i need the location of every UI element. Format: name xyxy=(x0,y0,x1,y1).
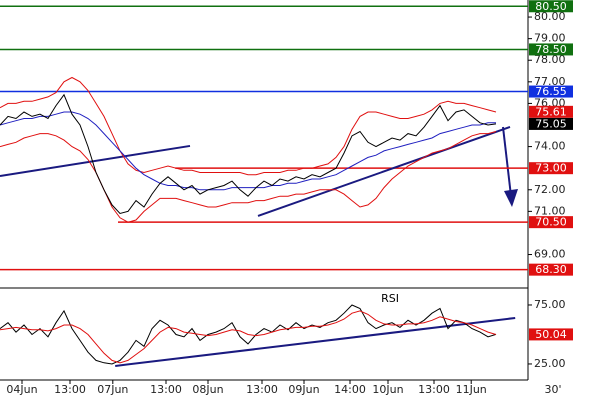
y-tick-label: 74.00 xyxy=(534,140,566,153)
marker-label: 75.61 xyxy=(535,105,567,118)
y-tick-label: 69.00 xyxy=(534,248,566,261)
series-line xyxy=(0,131,497,223)
level-box xyxy=(529,85,573,98)
y-tick-label: 78.00 xyxy=(534,53,566,66)
level-label: 78.50 xyxy=(535,43,567,56)
x-unit-label: 30' xyxy=(544,383,561,396)
trend-line xyxy=(115,316,516,367)
trend-line xyxy=(0,144,191,177)
marker-box xyxy=(529,105,573,118)
y-tick-label: 72.00 xyxy=(534,183,566,196)
marker-label: 75.05 xyxy=(535,117,567,130)
y-tick-label: 71.00 xyxy=(534,204,566,217)
level-box xyxy=(529,216,573,229)
level-box xyxy=(529,263,573,276)
level-box xyxy=(529,162,573,175)
arrow-head xyxy=(504,189,518,207)
x-tick-label: 13:00 xyxy=(54,383,86,396)
level-box xyxy=(529,43,573,56)
level-label: 73.00 xyxy=(535,162,567,175)
marker-box xyxy=(529,117,573,130)
y-tick-label: 77.00 xyxy=(534,75,566,88)
x-tick-label: 07Jun xyxy=(97,383,128,396)
x-tick-label: 13:00 xyxy=(150,383,182,396)
x-tick-label: 11Jun xyxy=(456,383,487,396)
forecast-arrow xyxy=(502,126,518,207)
marker-label: 50.04 xyxy=(535,328,567,341)
y-tick-label: 80.00 xyxy=(534,10,566,23)
x-tick-label: 10Jun xyxy=(372,383,403,396)
x-tick-label: 04Jun xyxy=(6,383,37,396)
arrow-shaft xyxy=(502,126,512,197)
level-label: 68.30 xyxy=(535,263,567,276)
x-tick-label: 13:00 xyxy=(418,383,450,396)
series-line xyxy=(0,310,497,364)
x-tick-label: 09Jun xyxy=(288,383,319,396)
level-label: 70.50 xyxy=(535,216,567,229)
level-box xyxy=(529,0,573,13)
y-tick-label: 25.00 xyxy=(534,357,566,370)
level-label: 80.50 xyxy=(535,0,567,13)
series-line xyxy=(0,93,497,215)
trend-line xyxy=(257,126,511,217)
x-tick-label: 14:00 xyxy=(334,383,366,396)
y-tick-label: 75.00 xyxy=(534,298,566,311)
marker-box xyxy=(529,328,573,341)
y-tick-label: 79.00 xyxy=(534,32,566,45)
x-tick-label: 08Jun xyxy=(192,383,223,396)
level-label: 76.55 xyxy=(535,85,567,98)
series-line xyxy=(0,76,497,176)
panel-title: RSI xyxy=(381,292,399,305)
series-line xyxy=(0,111,496,191)
x-tick-label: 13:00 xyxy=(246,383,278,396)
